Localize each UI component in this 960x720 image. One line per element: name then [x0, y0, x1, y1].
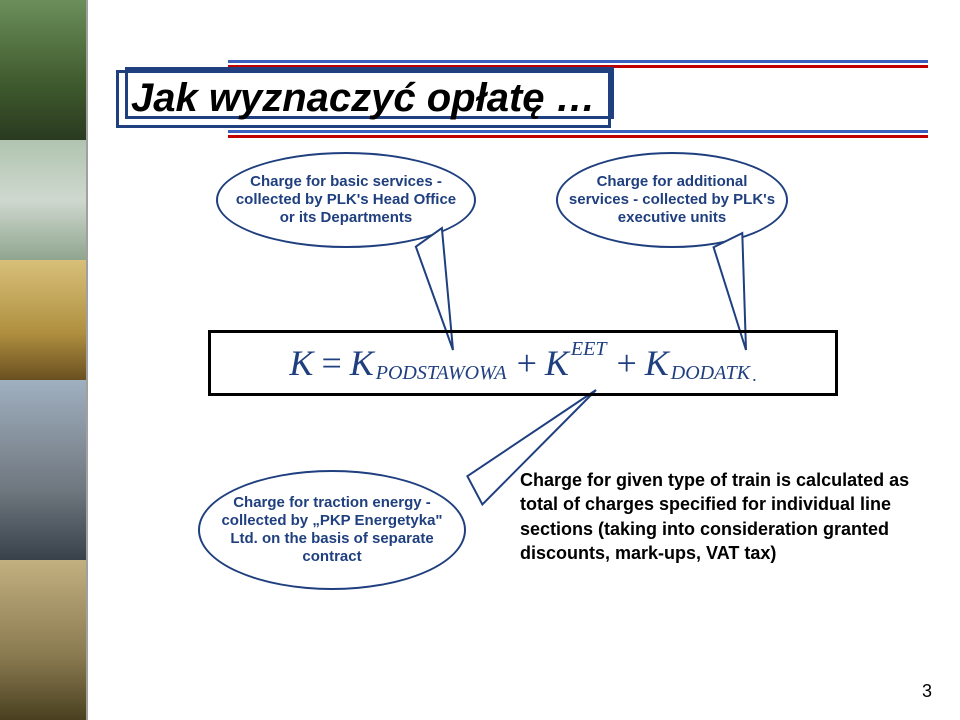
callout-additional-services: Charge for additional services - collect… [556, 152, 788, 248]
formula-term3: K [645, 342, 669, 384]
formula-term2: K [545, 342, 569, 384]
page-number: 3 [922, 681, 932, 702]
strip-tile [0, 0, 86, 140]
explanatory-paragraph-text: Charge for given type of train is calcul… [520, 470, 909, 563]
callout-basic-services: Charge for basic services - collected by… [216, 152, 476, 248]
decorative-image-strip [0, 0, 88, 720]
rule-top-blue [228, 60, 928, 63]
callout-additional-text: Charge for additional services - collect… [568, 173, 776, 227]
formula-term1: K [350, 342, 374, 384]
formula-equals: = [321, 342, 341, 384]
formula-box: K = K PODSTAWOWA + K EET + K DODATK . [208, 330, 838, 396]
page-title-text: Jak wyznaczyć opłatę … [131, 76, 596, 120]
formula-term1-sub: PODSTAWOWA [376, 362, 507, 385]
formula-K: K [289, 342, 313, 384]
strip-tile [0, 140, 86, 260]
formula-term3-sub: DODATK [671, 362, 750, 385]
formula-term3-dot: . [752, 365, 757, 386]
explanatory-paragraph: Charge for given type of train is calcul… [520, 468, 920, 565]
formula-plus2: + [616, 342, 636, 384]
strip-tile [0, 380, 86, 560]
strip-tile [0, 560, 86, 720]
page-title: Jak wyznaczyć opłatę … [116, 70, 611, 128]
main-area: Jak wyznaczyć opłatę … Charge for basic … [88, 0, 960, 720]
formula-term2-sup: EET [571, 338, 607, 361]
formula-plus1: + [517, 342, 537, 384]
strip-tile [0, 260, 86, 380]
rule-bottom-blue [228, 130, 928, 133]
callout-traction-text: Charge for traction energy - collected b… [210, 494, 454, 566]
rule-bottom-red [228, 135, 928, 138]
callout-basic-text: Charge for basic services - collected by… [228, 173, 464, 227]
callout-traction-energy: Charge for traction energy - collected b… [198, 470, 466, 590]
slide-page: Jak wyznaczyć opłatę … Charge for basic … [0, 0, 960, 720]
